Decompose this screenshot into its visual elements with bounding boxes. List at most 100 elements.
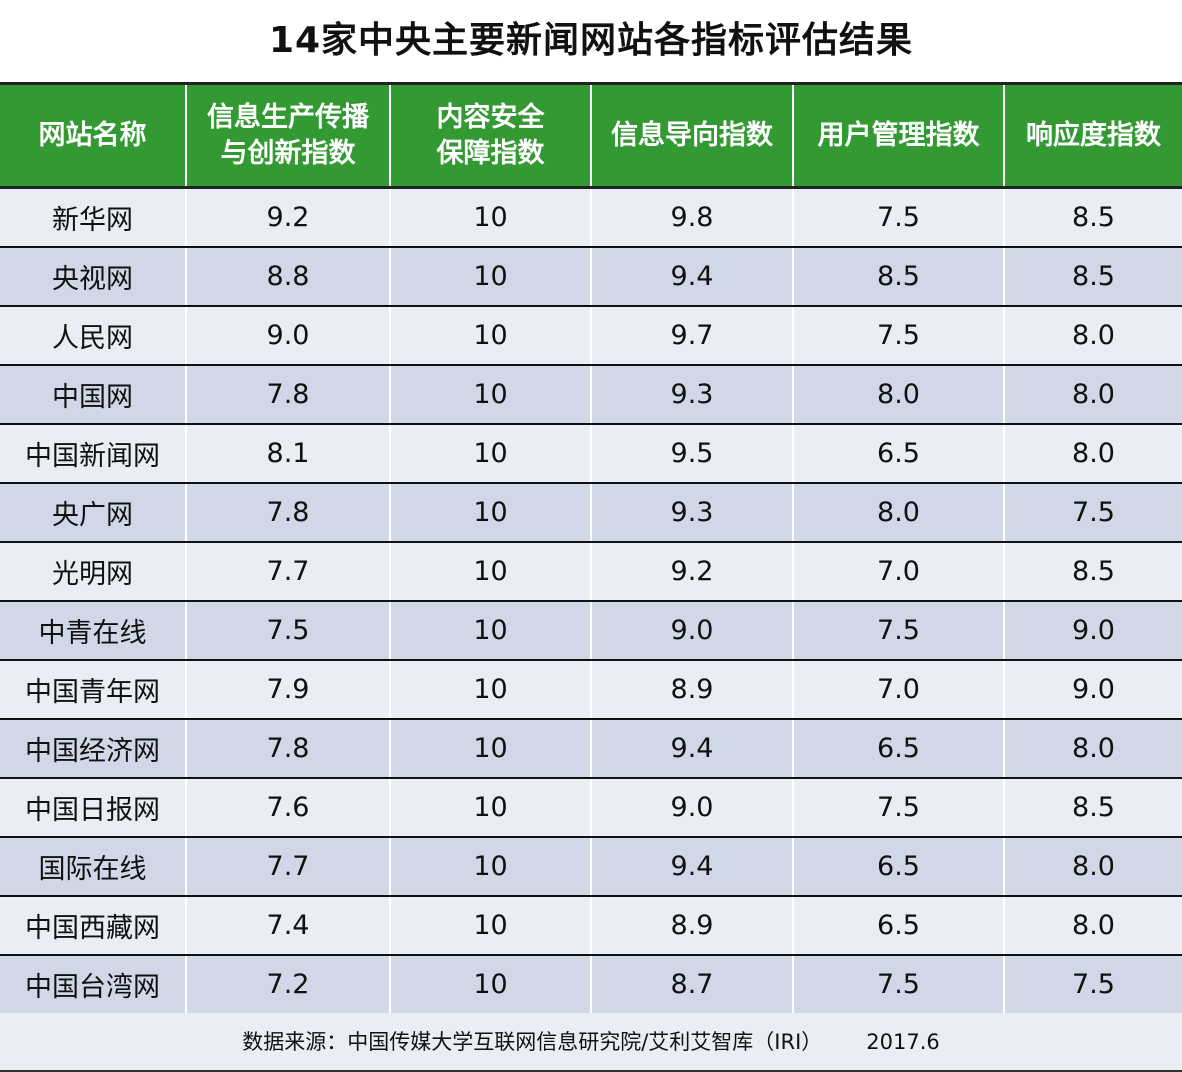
score-cell: 7.9 <box>186 659 391 720</box>
score-cell: 8.0 <box>1004 836 1182 897</box>
score-cell: 9.2 <box>591 541 794 602</box>
score-cell: 7.7 <box>186 836 391 897</box>
score-cell: 10 <box>390 246 592 307</box>
score-cell: 10 <box>390 305 592 366</box>
table-row: 中国青年网 7.9 10 8.9 7.0 9.0 <box>0 659 1182 720</box>
score-cell: 8.0 <box>793 482 1005 543</box>
score-cell: 7.8 <box>186 482 391 543</box>
score-cell: 7.6 <box>186 777 391 838</box>
site-name-cell: 中国青年网 <box>0 659 187 720</box>
site-name-cell: 新华网 <box>0 187 187 248</box>
site-name-cell: 央视网 <box>0 246 187 307</box>
table-row: 中国西藏网 7.4 10 8.9 6.5 8.0 <box>0 895 1182 956</box>
column-header: 内容安全 保障指数 <box>390 82 592 189</box>
score-cell: 9.0 <box>1004 600 1182 661</box>
score-cell: 8.8 <box>186 246 391 307</box>
table-row: 央广网 7.8 10 9.3 8.0 7.5 <box>0 482 1182 543</box>
score-cell: 9.4 <box>591 246 794 307</box>
score-cell: 8.9 <box>591 895 794 956</box>
score-cell: 6.5 <box>793 423 1005 484</box>
table-row: 中国日报网 7.6 10 9.0 7.5 8.5 <box>0 777 1182 838</box>
source-text: 数据来源：中国传媒大学互联网信息研究院/艾利艾智库（IRI） <box>242 1030 823 1054</box>
score-cell: 8.5 <box>1004 187 1182 248</box>
score-cell: 10 <box>390 777 592 838</box>
source-footer: 数据来源：中国传媒大学互联网信息研究院/艾利艾智库（IRI） 2017.6 <box>0 1013 1182 1072</box>
score-cell: 8.0 <box>1004 364 1182 425</box>
score-cell: 8.0 <box>793 364 1005 425</box>
table-row: 中国台湾网 7.2 10 8.7 7.5 7.5 <box>0 954 1182 1015</box>
site-name-cell: 中青在线 <box>0 600 187 661</box>
score-cell: 8.7 <box>591 954 794 1015</box>
column-header-line: 保障指数 <box>436 137 545 169</box>
site-name-cell: 中国新闻网 <box>0 423 187 484</box>
site-name-cell: 人民网 <box>0 305 187 366</box>
score-cell: 9.5 <box>591 423 794 484</box>
score-cell: 8.1 <box>186 423 391 484</box>
site-name-cell: 中国台湾网 <box>0 954 187 1015</box>
score-cell: 7.5 <box>186 600 391 661</box>
score-cell: 9.0 <box>186 305 391 366</box>
score-cell: 7.0 <box>793 541 1005 602</box>
score-cell: 8.5 <box>1004 246 1182 307</box>
score-cell: 8.0 <box>1004 895 1182 956</box>
score-cell: 7.5 <box>1004 482 1182 543</box>
column-header-line: 与创新指数 <box>220 137 356 169</box>
site-name-cell: 光明网 <box>0 541 187 602</box>
column-header: 网站名称 <box>0 82 187 189</box>
site-name-cell: 央广网 <box>0 482 187 543</box>
score-cell: 10 <box>390 659 592 720</box>
score-cell: 6.5 <box>793 895 1005 956</box>
table-row: 光明网 7.7 10 9.2 7.0 8.5 <box>0 541 1182 602</box>
score-cell: 7.8 <box>186 718 391 779</box>
site-name-cell: 中国经济网 <box>0 718 187 779</box>
table-row: 中国网 7.8 10 9.3 8.0 8.0 <box>0 364 1182 425</box>
score-cell: 7.7 <box>186 541 391 602</box>
table-row: 人民网 9.0 10 9.7 7.5 8.0 <box>0 305 1182 366</box>
table-row: 央视网 8.8 10 9.4 8.5 8.5 <box>0 246 1182 307</box>
score-cell: 10 <box>390 600 592 661</box>
score-cell: 8.5 <box>793 246 1005 307</box>
score-cell: 8.5 <box>1004 777 1182 838</box>
column-header: 用户管理指数 <box>793 82 1005 189</box>
score-cell: 7.4 <box>186 895 391 956</box>
score-cell: 10 <box>390 364 592 425</box>
score-cell: 9.3 <box>591 364 794 425</box>
score-cell: 6.5 <box>793 718 1005 779</box>
score-cell: 8.0 <box>1004 305 1182 366</box>
column-header-line: 信息导向指数 <box>611 119 773 151</box>
column-header: 信息生产传播 与创新指数 <box>186 82 391 189</box>
score-cell: 9.7 <box>591 305 794 366</box>
score-cell: 8.0 <box>1004 718 1182 779</box>
column-header-line: 内容安全 <box>436 101 545 133</box>
score-cell: 7.5 <box>793 954 1005 1015</box>
score-cell: 9.4 <box>591 836 794 897</box>
header-row: 网站名称 信息生产传播 与创新指数 内容安全 保障指数 信息导向指数 用户管理指数 响应度指数 <box>0 82 1182 189</box>
score-cell: 7.5 <box>793 777 1005 838</box>
score-cell: 9.4 <box>591 718 794 779</box>
score-cell: 10 <box>390 895 592 956</box>
score-cell: 10 <box>390 541 592 602</box>
score-cell: 7.5 <box>1004 954 1182 1015</box>
column-header: 信息导向指数 <box>591 82 794 189</box>
score-cell: 10 <box>390 187 592 248</box>
column-header: 响应度指数 <box>1004 82 1182 189</box>
table-row: 中青在线 7.5 10 9.0 7.5 9.0 <box>0 600 1182 661</box>
score-cell: 9.8 <box>591 187 794 248</box>
table-row: 中国新闻网 8.1 10 9.5 6.5 8.0 <box>0 423 1182 484</box>
score-cell: 10 <box>390 423 592 484</box>
score-cell: 7.8 <box>186 364 391 425</box>
score-cell: 10 <box>390 482 592 543</box>
score-cell: 9.3 <box>591 482 794 543</box>
column-header-line: 响应度指数 <box>1026 119 1161 151</box>
column-header-line: 信息生产传播 <box>207 101 369 133</box>
site-name-cell: 中国西藏网 <box>0 895 187 956</box>
score-cell: 9.2 <box>186 187 391 248</box>
score-cell: 7.5 <box>793 305 1005 366</box>
score-cell: 7.0 <box>793 659 1005 720</box>
score-cell: 9.0 <box>591 777 794 838</box>
score-cell: 8.9 <box>591 659 794 720</box>
source-date: 2017.6 <box>866 1030 940 1054</box>
table-row: 新华网 9.2 10 9.8 7.5 8.5 <box>0 187 1182 248</box>
column-header-line: 网站名称 <box>38 119 147 151</box>
score-cell: 8.0 <box>1004 423 1182 484</box>
